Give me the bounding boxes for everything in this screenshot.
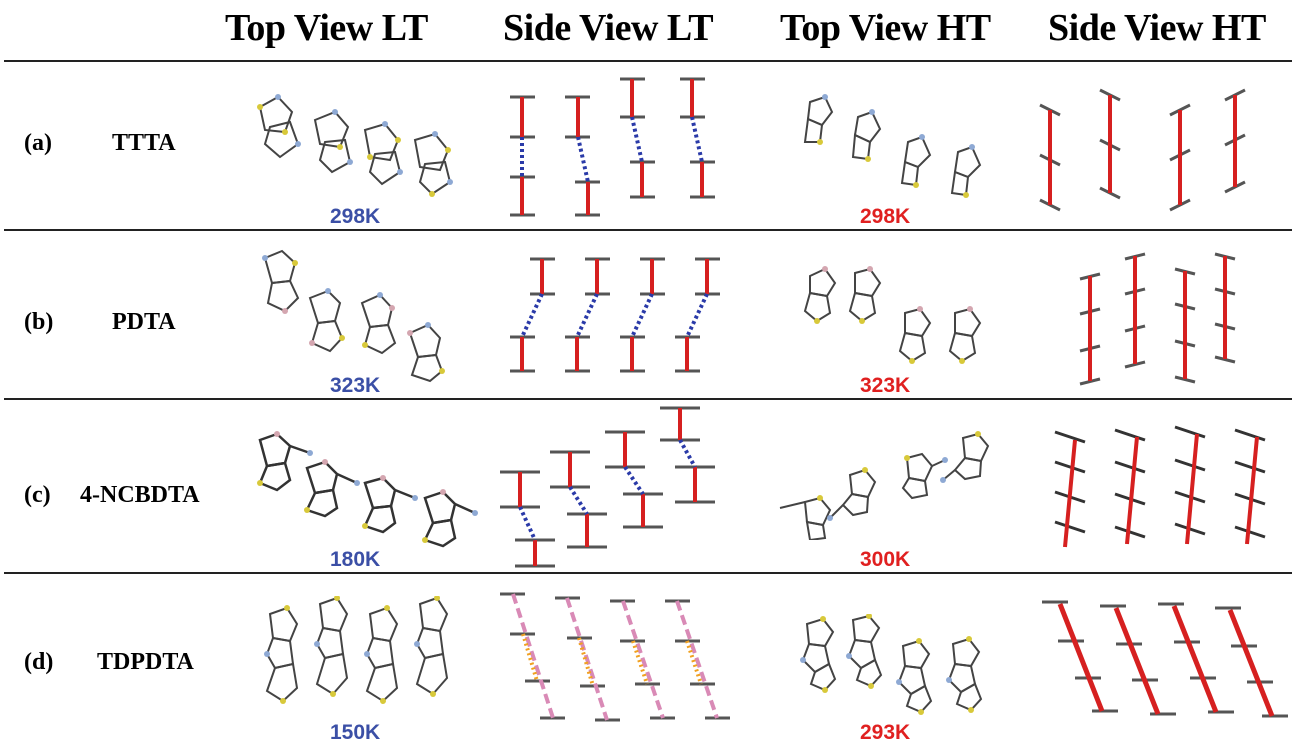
- row-label: (c): [24, 482, 51, 508]
- header-top-view-lt: Top View LT: [225, 7, 428, 49]
- table-row-c: (c) 4-NCBDTA 180K 300K: [0, 400, 1295, 572]
- top-view-lt-structure: [264, 596, 449, 704]
- divider-row-c: [4, 572, 1292, 574]
- lt-temperature: 180K: [330, 548, 381, 571]
- side-view-lt-structure: [510, 257, 720, 373]
- top-view-lt-structure: [257, 94, 453, 197]
- divider-header: [4, 60, 1292, 62]
- side-view-lt-structure: [510, 77, 715, 217]
- table-header: Top View LT Side View LT Top View HT Sid…: [0, 0, 1295, 58]
- ht-temperature: 323K: [860, 374, 911, 397]
- compound-name: TTTA: [112, 130, 176, 156]
- ht-temperature: 293K: [860, 721, 911, 744]
- side-view-ht-structure: [1054, 425, 1266, 548]
- top-view-ht-structure: [803, 266, 982, 364]
- compound-name: TDPDTA: [97, 649, 194, 675]
- table-row-d: (d) TDPDTA 150K 293K: [0, 574, 1295, 744]
- table-row-a: (a) TTTA 298K 298K: [0, 62, 1295, 230]
- row-label: (b): [24, 309, 54, 335]
- lt-temperature: 323K: [330, 374, 381, 397]
- lt-temperature: 298K: [330, 205, 381, 228]
- lt-temperature: 150K: [330, 721, 381, 744]
- top-view-lt-structure: [257, 431, 478, 548]
- side-view-lt-structure: [500, 406, 715, 568]
- row-label: (a): [24, 130, 52, 156]
- header-top-view-ht: Top View HT: [780, 7, 991, 49]
- compound-name: PDTA: [112, 309, 176, 335]
- row-label: (d): [24, 649, 54, 675]
- divider-row-b: [4, 398, 1292, 400]
- table-row-b: (b) PDTA 323K 323K: [0, 231, 1295, 399]
- top-view-ht-structure: [800, 614, 983, 715]
- header-side-view-ht: Side View HT: [1048, 7, 1266, 49]
- top-view-ht-structure: [803, 94, 982, 198]
- ht-temperature: 298K: [860, 205, 911, 228]
- ht-temperature: 300K: [860, 548, 911, 571]
- side-view-lt-structure: [500, 592, 730, 722]
- divider-row-a: [4, 229, 1292, 231]
- side-view-ht-structure: [1039, 88, 1246, 212]
- top-view-lt-structure: [262, 249, 445, 383]
- top-view-ht-structure: [779, 431, 990, 540]
- side-view-ht-structure: [1042, 600, 1288, 718]
- header-side-view-lt: Side View LT: [503, 7, 714, 49]
- compound-name: 4-NCBDTA: [80, 482, 200, 508]
- side-view-ht-structure: [1079, 252, 1236, 386]
